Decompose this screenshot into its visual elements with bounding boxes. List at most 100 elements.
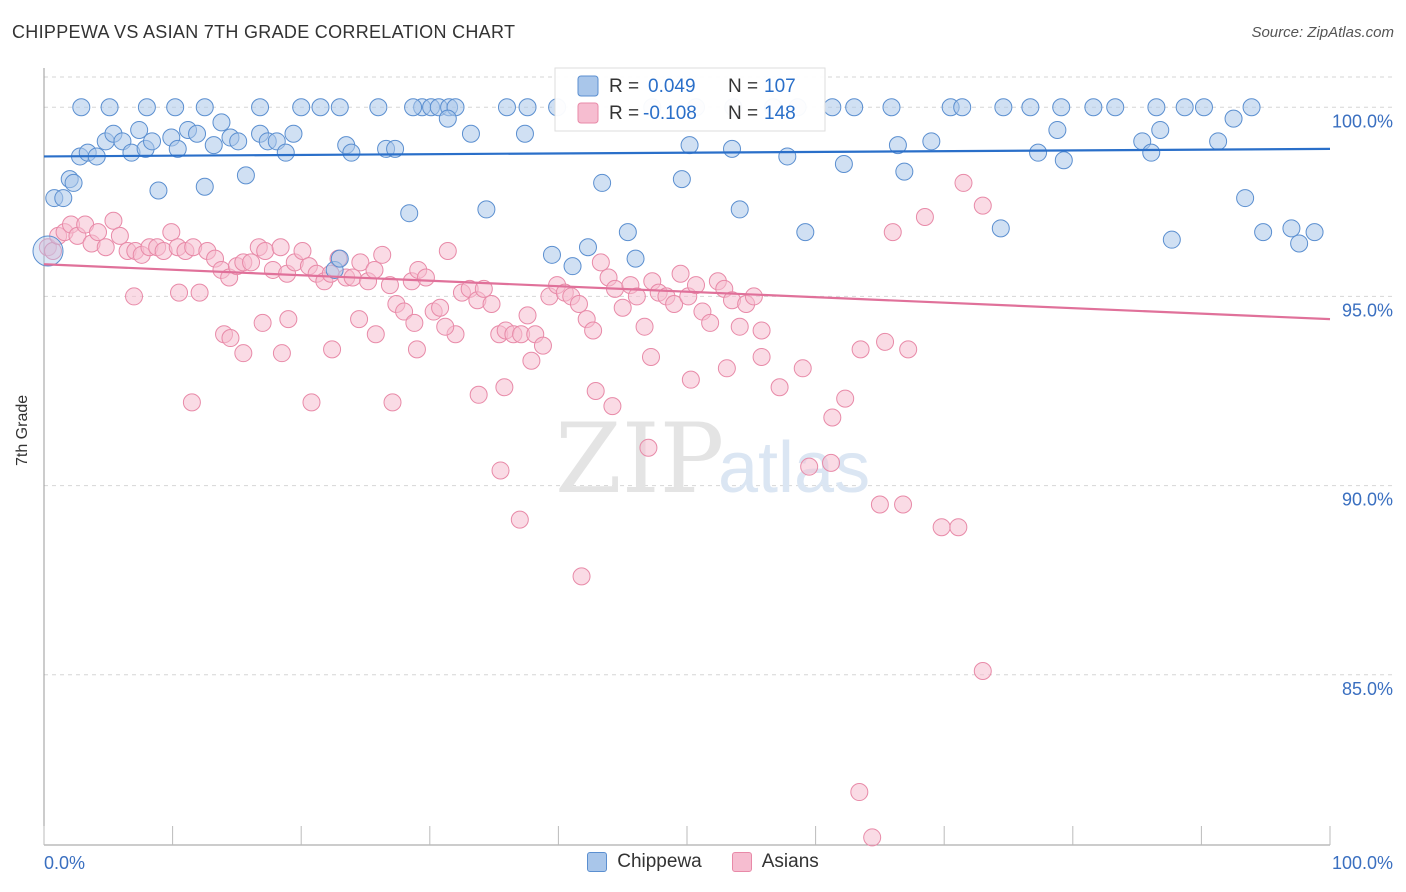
asians-point-87: [665, 294, 684, 313]
chippewa-point-105: [1084, 98, 1103, 117]
asians-point-76: [584, 321, 603, 340]
asians-point-144: [350, 310, 369, 329]
asians-point-36: [293, 242, 312, 261]
asians-point-141: [221, 329, 240, 348]
chippewa-point-63: [922, 132, 941, 151]
chippewa-point-16: [168, 139, 187, 158]
chippewa-point-102: [994, 98, 1013, 117]
chippewa-point-67: [1054, 151, 1073, 170]
asians-point-106: [323, 340, 342, 359]
chippewa-point-28: [276, 143, 295, 162]
asians-point-139: [863, 828, 882, 847]
chippewa-point-90: [518, 98, 537, 117]
asians-point-113: [522, 351, 541, 370]
chippewa-point-108: [1175, 98, 1194, 117]
asians-point-92: [701, 313, 720, 332]
chippewa-point-21: [212, 113, 231, 132]
asians-point-69: [533, 336, 552, 355]
chippewa-point-48: [542, 245, 561, 264]
asians-point-114: [586, 382, 605, 401]
chippewa-point-45: [477, 200, 496, 219]
chippewa-point-84: [195, 98, 214, 117]
asians-point-98: [744, 287, 763, 306]
asians-point-33: [271, 238, 290, 257]
asians-point-116: [641, 347, 660, 366]
chippewa-point-52: [618, 223, 637, 242]
asians-point-101: [170, 283, 189, 302]
legend-r-value-2: -0.108: [643, 103, 697, 124]
data-points: [32, 98, 1324, 847]
asians-trend-line: [43, 263, 1331, 321]
asians-point-131: [800, 457, 819, 476]
asians-point-90: [687, 276, 706, 295]
asians-point-115: [603, 397, 622, 416]
axes: [43, 68, 1331, 846]
chippewa-point-43: [438, 109, 457, 128]
chippewa-point-72: [1209, 132, 1228, 151]
legend-item-chippewa[interactable]: Chippewa: [587, 851, 702, 873]
chippewa-point-80: [72, 98, 91, 117]
asians-point-47: [373, 245, 392, 264]
asians-point-44: [351, 253, 370, 272]
chippewa-point-106: [1106, 98, 1125, 117]
asians-point-121: [793, 359, 812, 378]
asians-point-124: [851, 340, 870, 359]
y-tick-label-1: 90.0%: [1342, 490, 1393, 510]
chippewa-point-50: [578, 238, 597, 257]
asians-point-109: [407, 340, 426, 359]
asians-point-140: [182, 393, 201, 412]
asians-point-104: [272, 344, 291, 363]
y-tick-label-2: 95.0%: [1342, 300, 1393, 320]
asians-point-46: [365, 260, 384, 279]
asians-point-132: [822, 453, 841, 472]
chippewa-point-24: [236, 166, 255, 185]
asians-point-119: [752, 347, 771, 366]
asians-point-133: [870, 495, 889, 514]
asians-swatch: [731, 852, 752, 872]
y-tick-label-3: 100.0%: [1332, 111, 1393, 131]
asians-point-96: [730, 317, 749, 336]
chippewa-point-65: [1029, 143, 1048, 162]
chippewa-point-49: [563, 257, 582, 276]
asians-point-103: [234, 344, 253, 363]
chippewa-point-73: [1224, 109, 1243, 128]
chippewa-point-34: [342, 143, 361, 162]
chippewa-point-3: [64, 173, 83, 192]
chippewa-point-61: [888, 136, 907, 155]
asians-point-83: [635, 317, 654, 336]
chippewa-point-86: [292, 98, 311, 117]
asians-point-74: [569, 294, 588, 313]
asians-point-127: [491, 461, 510, 480]
asians-point-129: [572, 567, 591, 586]
chippewa-point-74: [1236, 189, 1255, 208]
asians-point-55: [431, 298, 450, 317]
chippewa-point-32: [330, 249, 349, 268]
chippewa-point-104: [1052, 98, 1071, 117]
asians-point-53: [416, 268, 435, 287]
chart-title: CHIPPEWA VS ASIAN 7TH GRADE CORRELATION …: [12, 22, 516, 42]
legend-item-asians[interactable]: Asians: [731, 851, 819, 873]
chippewa-point-11: [130, 120, 149, 139]
asians-point-48: [380, 276, 399, 295]
asians-point-88: [671, 264, 690, 283]
chippewa-point-large: [32, 235, 64, 267]
chippewa-point-71: [1162, 230, 1181, 249]
legend-swatch-asians: [577, 102, 599, 124]
chippewa-point-88: [369, 98, 388, 117]
chippewa-point-109: [1194, 98, 1213, 117]
asians-point-18: [162, 223, 181, 242]
asians-point-9: [96, 238, 115, 257]
asians-point-8: [89, 223, 108, 242]
asians-point-120: [770, 378, 789, 397]
chippewa-point-55: [680, 136, 699, 155]
chippewa-point-58: [778, 147, 797, 166]
chippewa-point-37: [400, 204, 419, 223]
chippewa-point-81: [100, 98, 119, 117]
chippewa-point-13: [143, 132, 162, 151]
legend-label-chippewa: Chippewa: [617, 851, 702, 872]
legend-n-label-1: N =: [728, 76, 758, 97]
asians-point-61: [474, 279, 493, 298]
chippewa-point-66: [1048, 120, 1067, 139]
chippewa-point-60: [834, 155, 853, 174]
chippewa-point-83: [166, 98, 185, 117]
